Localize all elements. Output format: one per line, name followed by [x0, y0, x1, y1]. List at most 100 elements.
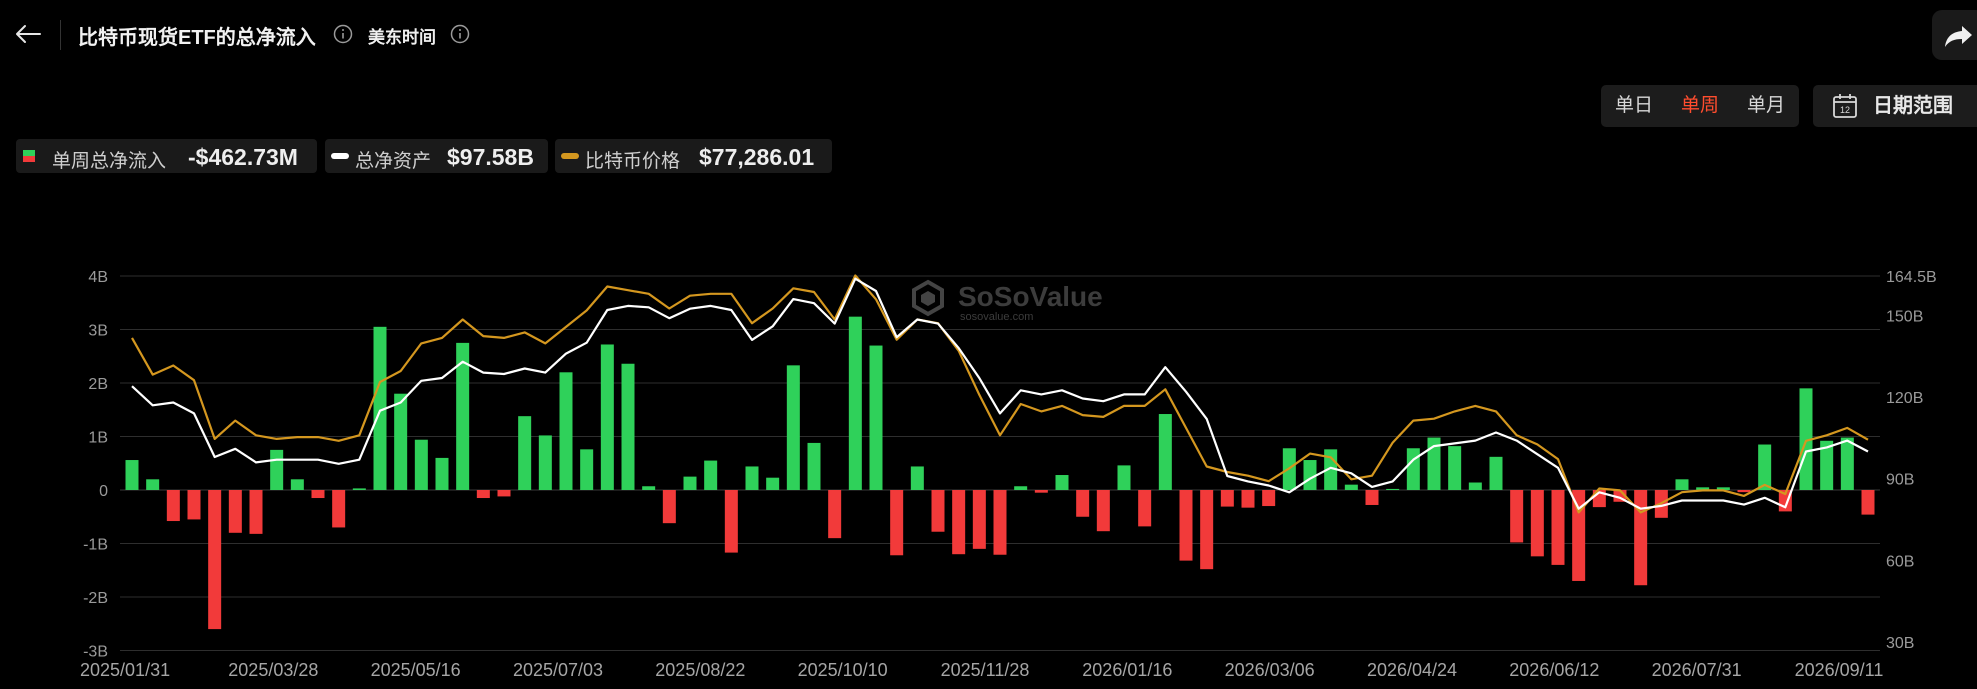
- inflow-bar[interactable]: [518, 416, 532, 490]
- inflow-bar[interactable]: [559, 372, 573, 490]
- inflow-bar[interactable]: [1840, 437, 1854, 490]
- inflow-bar[interactable]: [311, 490, 325, 499]
- inflow-bar[interactable]: [621, 363, 635, 490]
- inflow-bar[interactable]: [270, 449, 284, 490]
- title-info-icon[interactable]: [333, 24, 353, 44]
- inflow-bar[interactable]: [1220, 490, 1234, 507]
- inflow-bar[interactable]: [394, 393, 408, 490]
- inflow-bar[interactable]: [538, 435, 552, 490]
- tab-monthly[interactable]: 单月: [1746, 95, 1785, 116]
- inflow-bar[interactable]: [497, 490, 511, 497]
- inflow-bar[interactable]: [1820, 440, 1834, 490]
- inflow-bar[interactable]: [1200, 490, 1214, 570]
- inflow-bar[interactable]: [1386, 488, 1400, 490]
- inflow-bar[interactable]: [1696, 487, 1710, 490]
- inflow-bar[interactable]: [1861, 490, 1875, 515]
- inflow-bar[interactable]: [187, 490, 201, 520]
- timezone-info-icon[interactable]: [450, 24, 470, 44]
- inflow-bar[interactable]: [1406, 448, 1420, 490]
- inflow-bar[interactable]: [228, 490, 242, 533]
- inflow-bar[interactable]: [1055, 475, 1069, 490]
- inflow-bar[interactable]: [1675, 479, 1689, 490]
- inflow-bar[interactable]: [580, 449, 594, 490]
- legend-weekly-inflow[interactable]: 单周总净流入 -$462.73M: [16, 139, 317, 173]
- inflow-bars[interactable]: [125, 316, 1875, 630]
- inflow-bar[interactable]: [1427, 437, 1441, 490]
- inflow-bar[interactable]: [290, 479, 304, 490]
- inflow-bar[interactable]: [1758, 444, 1772, 490]
- inflow-bar[interactable]: [869, 345, 883, 490]
- inflow-bar[interactable]: [952, 490, 966, 555]
- back-button[interactable]: [10, 18, 46, 50]
- inflow-bar[interactable]: [1551, 490, 1565, 565]
- inflow-bar[interactable]: [1489, 456, 1503, 490]
- inflow-bar[interactable]: [1530, 490, 1544, 557]
- inflow-bar[interactable]: [435, 457, 449, 490]
- inflow-bar[interactable]: [476, 490, 490, 499]
- inflow-bar[interactable]: [1365, 490, 1379, 505]
- inflow-bar[interactable]: [373, 326, 387, 490]
- inflow-bar[interactable]: [662, 490, 676, 524]
- page-title: 比特币现货ETF的总净流入: [78, 27, 316, 49]
- inflow-bar[interactable]: [1034, 490, 1048, 493]
- inflow-bar[interactable]: [1737, 490, 1751, 493]
- legend-btc-price[interactable]: 比特币价格 $77,286.01: [555, 139, 832, 173]
- inflow-bar[interactable]: [1716, 487, 1730, 490]
- share-button[interactable]: [1932, 10, 1977, 60]
- inflow-bar[interactable]: [1096, 490, 1110, 532]
- inflow-bar[interactable]: [745, 466, 759, 490]
- inflow-bar[interactable]: [1613, 490, 1627, 502]
- inflow-bar[interactable]: [1014, 486, 1028, 490]
- inflow-bar[interactable]: [1634, 490, 1648, 586]
- inflow-bar[interactable]: [1158, 414, 1172, 490]
- inflow-bar[interactable]: [1241, 490, 1255, 508]
- tab-daily[interactable]: 单日: [1614, 95, 1653, 116]
- legend-value: $77,286.01: [699, 144, 815, 170]
- watermark: SoSoValue sosovalue.com: [912, 279, 1103, 323]
- inflow-bar[interactable]: [1344, 484, 1358, 490]
- inflow-bar[interactable]: [1179, 490, 1193, 561]
- inflow-bar[interactable]: [972, 490, 986, 549]
- x-tick-label: 2026/01/16: [1082, 660, 1172, 680]
- legend-net-assets-swatch: [331, 153, 349, 159]
- inflow-bar[interactable]: [1799, 388, 1813, 490]
- etf-flow-chart[interactable]: SoSoValue sosovalue.com 4B 3B 2B 1B 0 -1B -2B -…: [0, 260, 1977, 689]
- inflow-bar[interactable]: [1138, 490, 1152, 527]
- inflow-bar[interactable]: [807, 442, 821, 490]
- inflow-bar[interactable]: [456, 342, 470, 490]
- inflow-bar[interactable]: [683, 476, 697, 490]
- inflow-bar[interactable]: [1572, 490, 1586, 581]
- inflow-bar[interactable]: [414, 439, 428, 490]
- inflow-bar[interactable]: [1448, 446, 1462, 490]
- inflow-bar[interactable]: [166, 490, 180, 522]
- inflow-bar[interactable]: [332, 490, 346, 528]
- inflow-bar[interactable]: [766, 477, 780, 490]
- inflow-bar[interactable]: [828, 490, 842, 539]
- inflow-bar[interactable]: [600, 344, 614, 490]
- share-icon: [1945, 26, 1972, 47]
- x-tick-label: 2025/05/16: [371, 660, 461, 680]
- inflow-bar[interactable]: [208, 490, 222, 630]
- inflow-bar[interactable]: [848, 316, 862, 490]
- inflow-bar[interactable]: [1303, 460, 1317, 490]
- inflow-bar[interactable]: [1262, 490, 1276, 507]
- tab-weekly[interactable]: 单周: [1680, 95, 1719, 116]
- inflow-bar[interactable]: [786, 365, 800, 490]
- inflow-bar[interactable]: [890, 490, 904, 556]
- inflow-bar[interactable]: [704, 460, 718, 490]
- inflow-bar[interactable]: [1510, 490, 1524, 543]
- inflow-bar[interactable]: [993, 490, 1007, 555]
- inflow-bar[interactable]: [249, 490, 263, 534]
- inflow-bar[interactable]: [352, 488, 366, 490]
- inflow-bar[interactable]: [125, 460, 139, 490]
- inflow-bar[interactable]: [724, 490, 738, 553]
- inflow-bar[interactable]: [1117, 465, 1131, 490]
- legend-net-assets[interactable]: 总净资产 $97.58B: [325, 139, 548, 173]
- date-range-button[interactable]: 12 日期范围: [1813, 85, 1977, 127]
- inflow-bar[interactable]: [1076, 490, 1090, 517]
- inflow-bar[interactable]: [146, 479, 160, 490]
- inflow-bar[interactable]: [1468, 482, 1482, 490]
- inflow-bar[interactable]: [642, 486, 656, 490]
- inflow-bar[interactable]: [931, 490, 945, 532]
- inflow-bar[interactable]: [910, 466, 924, 490]
